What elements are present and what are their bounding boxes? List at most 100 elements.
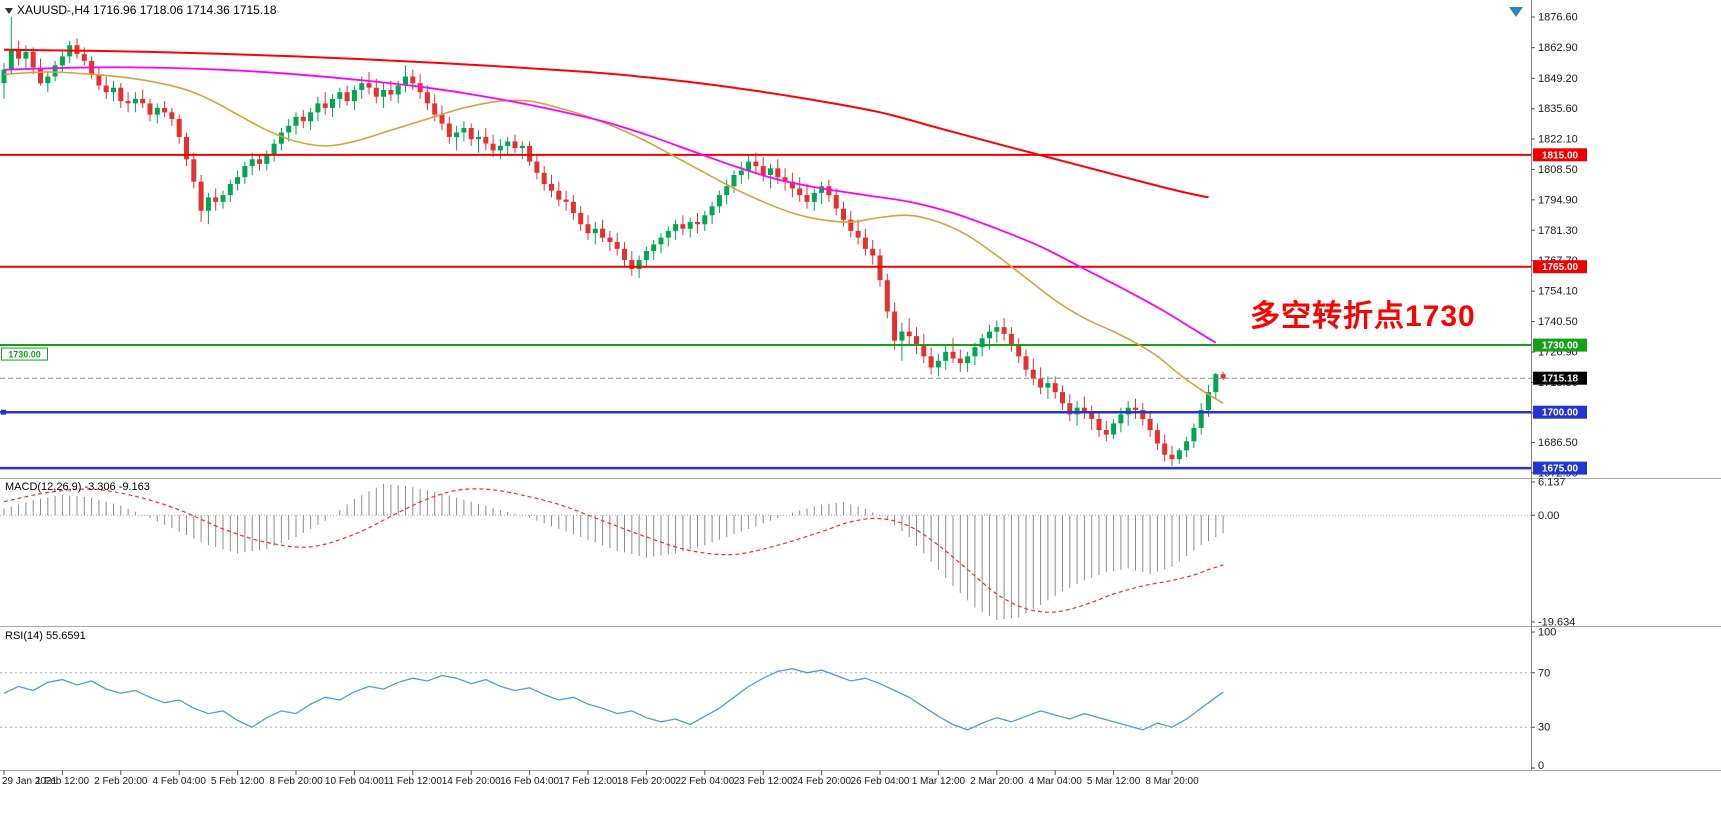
time-axis-label: 4 Mar 04:00 xyxy=(1029,776,1083,787)
candle-up xyxy=(1111,423,1117,435)
candle-down xyxy=(125,101,131,104)
candle-down xyxy=(1133,407,1138,410)
candle-down xyxy=(892,311,898,341)
candle-down xyxy=(760,166,766,175)
candle-up xyxy=(271,143,277,155)
candle-down xyxy=(30,51,36,68)
candle-down xyxy=(257,159,262,164)
candle-down xyxy=(103,85,109,93)
candle-down xyxy=(16,49,22,59)
candle-down xyxy=(556,190,562,200)
candle-down xyxy=(1096,418,1102,431)
candle-up xyxy=(264,154,270,164)
time-axis-label: 11 Feb 12:00 xyxy=(384,776,443,787)
candle-down xyxy=(424,92,430,104)
candle-down xyxy=(914,336,919,346)
candle-up xyxy=(249,159,255,166)
candle-down xyxy=(563,199,569,202)
price-badge-1815.00: 1815.00 xyxy=(1542,150,1579,161)
candle-down xyxy=(782,177,788,182)
candle-up xyxy=(359,83,365,90)
candle-up xyxy=(59,56,65,66)
candle-up xyxy=(293,116,299,126)
candle-down xyxy=(870,248,876,256)
rsi-indicator-label: RSI(14) 55.6591 xyxy=(5,630,86,642)
candle-up xyxy=(23,51,29,59)
candle-down xyxy=(695,222,700,225)
time-axis-label: 5 Feb 12:00 xyxy=(211,776,265,787)
candle-down xyxy=(1169,454,1175,460)
macd-histogram xyxy=(3,483,1224,621)
candle-down xyxy=(1060,392,1065,404)
candle-up xyxy=(1206,392,1211,410)
candle-up xyxy=(1176,450,1182,460)
candle-up xyxy=(1198,410,1204,428)
candle-down xyxy=(1038,378,1044,388)
candle-up xyxy=(1213,374,1219,393)
candle-down xyxy=(1030,369,1036,379)
candle-up xyxy=(811,192,817,202)
time-axis-label: 26 Feb 04:00 xyxy=(851,776,910,787)
candle-down xyxy=(775,168,781,178)
price-axis-label: 1876.60 xyxy=(1538,12,1578,24)
candle-up xyxy=(746,161,752,171)
left-level-label: 1730.00 xyxy=(8,350,41,360)
candle-up xyxy=(994,327,1000,332)
candle-down xyxy=(147,103,153,115)
candle-down xyxy=(490,143,496,151)
chart-title: XAUUSD-,H4 1716.96 1718.06 1714.36 1715.… xyxy=(5,3,277,17)
candle-down xyxy=(191,159,197,182)
candle-down xyxy=(1140,410,1146,419)
time-axis-label: 8 Mar 20:00 xyxy=(1145,776,1199,787)
candle-down xyxy=(1008,333,1014,346)
candle-up xyxy=(132,98,138,104)
candle-up xyxy=(636,260,642,269)
rsi-axis-label: 100 xyxy=(1538,627,1556,639)
candle-up xyxy=(592,228,598,234)
ma-fast-orange-line xyxy=(3,71,1224,404)
candle-down xyxy=(1089,412,1095,419)
candle-down xyxy=(841,208,846,220)
candle-up xyxy=(461,128,467,133)
candle-down xyxy=(1147,418,1153,431)
candle-down xyxy=(140,98,146,104)
candle-down xyxy=(527,145,533,162)
candle-down xyxy=(169,112,175,119)
candle-down xyxy=(439,114,445,124)
candle-down xyxy=(468,128,474,140)
time-axis-label: 1 Mar 12:00 xyxy=(912,776,966,787)
time-axis-label: 24 Feb 20:00 xyxy=(792,776,851,787)
candle-up xyxy=(519,145,525,149)
candle-up xyxy=(220,195,226,202)
candle-down xyxy=(1103,430,1109,435)
candle-down xyxy=(1154,430,1160,444)
candle-down xyxy=(855,230,861,238)
candle-up xyxy=(278,132,284,144)
candle-down xyxy=(848,219,854,231)
time-axis-label: 4 Feb 04:00 xyxy=(153,776,207,787)
candle-down xyxy=(570,201,576,213)
macd-axis-label: -19.634 xyxy=(1538,616,1575,628)
symbol-dropdown-icon[interactable] xyxy=(5,8,13,14)
candle-down xyxy=(877,255,883,281)
time-axis-label: 17 Feb 12:00 xyxy=(559,776,618,787)
candle-down xyxy=(957,358,963,363)
candle-down xyxy=(366,83,372,88)
candle-down xyxy=(432,103,438,115)
candle-up xyxy=(330,98,335,108)
macd-axis-label: 6.137 xyxy=(1538,477,1566,489)
price-badge-1700.00: 1700.00 xyxy=(1542,408,1579,419)
candle-up xyxy=(242,166,248,178)
current-price-badge: 1715.18 xyxy=(1542,374,1579,385)
time-axis-label: 18 Feb 20:00 xyxy=(617,776,676,787)
ma-slow-red-line xyxy=(3,48,1209,199)
candle-down xyxy=(81,54,87,61)
candle-down xyxy=(1081,407,1087,413)
candle-up xyxy=(111,87,116,93)
candle-up xyxy=(687,222,693,229)
candle-up xyxy=(154,107,160,115)
level-line-handle[interactable] xyxy=(1,409,6,415)
